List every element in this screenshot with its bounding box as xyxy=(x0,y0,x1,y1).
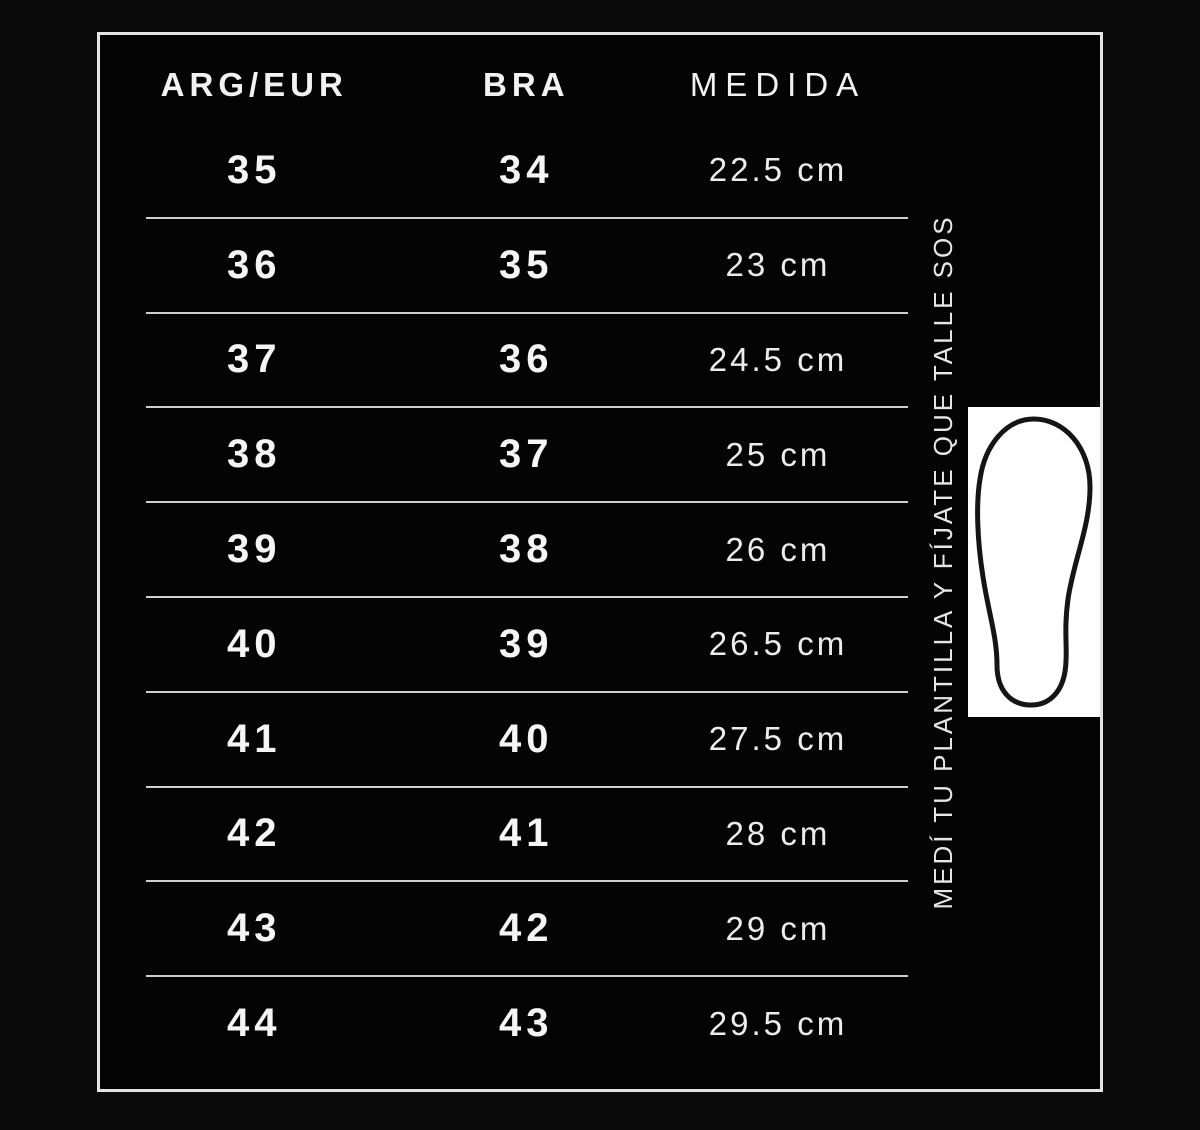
table-row: 42 41 28 cm xyxy=(100,785,912,882)
cell-bra: 42 xyxy=(499,906,554,951)
cell-bra: 35 xyxy=(499,242,554,287)
row-separator xyxy=(146,501,908,504)
table-row: 35 34 22.5 cm xyxy=(100,123,912,218)
insole-outline-icon xyxy=(975,416,1093,708)
cell-bra: 38 xyxy=(499,527,554,572)
table-row: 38 37 25 cm xyxy=(100,406,912,502)
row-separator xyxy=(146,690,908,693)
column-header-bra: BRA xyxy=(483,66,570,103)
cell-medida: 29 cm xyxy=(725,909,831,947)
column-header-medida: MEDIDA xyxy=(689,66,867,103)
row-separator xyxy=(146,595,908,598)
row-separator xyxy=(146,975,908,978)
measure-instruction-note: MEDÍ TU PLANTILLA Y FÍJATE QUE TALLE SOS xyxy=(928,214,958,910)
table-row: 41 40 27.5 cm xyxy=(100,690,912,787)
cell-arg-eur: 37 xyxy=(227,337,282,382)
cell-arg-eur: 44 xyxy=(227,1001,282,1046)
row-separator xyxy=(146,406,908,409)
cell-arg-eur: 40 xyxy=(227,621,282,666)
cell-medida: 26 cm xyxy=(725,530,831,568)
column-header-arg-eur: ARG/EUR xyxy=(160,66,348,103)
row-separator xyxy=(146,785,908,788)
cell-medida: 29.5 cm xyxy=(708,1004,848,1042)
cell-bra: 36 xyxy=(499,337,554,382)
cell-bra: 39 xyxy=(499,621,554,666)
table-row: 39 38 26 cm xyxy=(100,501,912,597)
row-separator xyxy=(146,216,908,219)
cell-bra: 41 xyxy=(499,811,554,856)
row-separator xyxy=(146,880,908,883)
cell-arg-eur: 36 xyxy=(227,242,282,287)
cell-arg-eur: 38 xyxy=(227,432,282,477)
table-row: 36 35 23 cm xyxy=(100,216,912,313)
cell-medida: 26.5 cm xyxy=(708,625,848,663)
cell-arg-eur: 41 xyxy=(227,716,282,761)
size-chart-frame: ARG/EUR BRA MEDIDA 35 34 22.5 cm 36 35 2… xyxy=(97,32,1103,1092)
table-row: 44 43 29.5 cm xyxy=(100,975,912,1071)
cell-bra: 43 xyxy=(499,1001,554,1046)
table-row: 40 39 26.5 cm xyxy=(100,595,912,692)
cell-medida: 23 cm xyxy=(725,246,831,284)
cell-bra: 40 xyxy=(499,716,554,761)
cell-medida: 24.5 cm xyxy=(708,340,848,378)
footprint-panel xyxy=(968,407,1100,717)
table-row: 37 36 24.5 cm xyxy=(100,311,912,408)
cell-arg-eur: 39 xyxy=(227,527,282,572)
table-row: 43 42 29 cm xyxy=(100,880,912,976)
table-body: 35 34 22.5 cm 36 35 23 cm 37 36 24.5 cm … xyxy=(100,123,912,1071)
cell-medida: 27.5 cm xyxy=(708,720,848,758)
cell-medida: 28 cm xyxy=(725,814,831,852)
cell-bra: 37 xyxy=(499,432,554,477)
cell-arg-eur: 42 xyxy=(227,811,282,856)
cell-medida: 25 cm xyxy=(725,435,831,473)
cell-bra: 34 xyxy=(499,147,554,192)
cell-arg-eur: 43 xyxy=(227,906,282,951)
cell-medida: 22.5 cm xyxy=(708,151,848,189)
cell-arg-eur: 35 xyxy=(227,147,282,192)
row-separator xyxy=(146,311,908,314)
table-header-row: ARG/EUR BRA MEDIDA xyxy=(100,65,912,105)
